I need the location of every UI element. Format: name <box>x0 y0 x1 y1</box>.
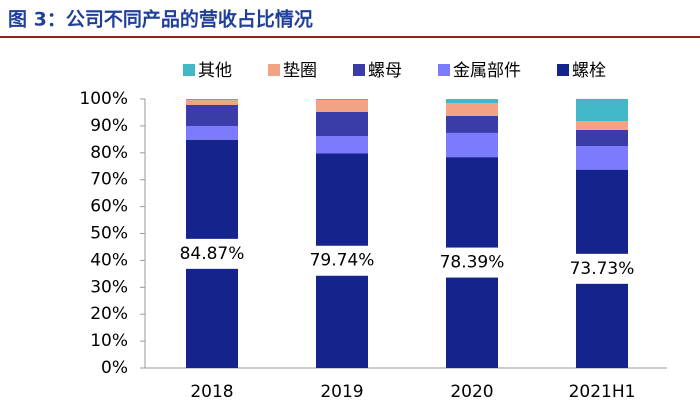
y-tick-label: 30% <box>90 277 128 297</box>
y-tick-label: 70% <box>90 170 128 190</box>
bar-segment <box>186 100 238 105</box>
label-box <box>172 238 252 269</box>
label-box <box>562 253 642 284</box>
y-tick-label: 20% <box>90 304 128 324</box>
y-tick-label: 40% <box>90 250 128 270</box>
y-tick-label: 50% <box>90 224 128 244</box>
x-tick-label: 2020 <box>450 382 493 402</box>
y-tick-label: 80% <box>90 143 128 163</box>
bar-segment <box>576 145 628 170</box>
y-tick-label: 10% <box>90 331 128 351</box>
bar-segment <box>316 99 368 100</box>
bar-segment <box>186 99 238 101</box>
legend-swatch <box>353 64 365 76</box>
y-tick-label: 100% <box>79 89 128 109</box>
y-tick-label: 0% <box>101 358 128 378</box>
bar-segment <box>576 120 628 130</box>
legend-swatch <box>438 64 450 76</box>
label-box <box>302 245 382 276</box>
bar-segment <box>446 132 498 158</box>
y-tick-label: 60% <box>90 197 128 217</box>
legend-label: 其他 <box>198 61 232 81</box>
legend-swatch <box>183 64 195 76</box>
chart-title: 图 3：公司不同产品的营收占比情况 <box>8 8 313 31</box>
bar-segment <box>446 103 498 116</box>
bar-segment <box>186 125 238 140</box>
legend-swatch <box>268 64 280 76</box>
legend-label: 垫圈 <box>283 61 317 81</box>
bar-segment <box>316 111 368 137</box>
legend-label: 金属部件 <box>453 61 521 81</box>
data-label: 78.39% <box>440 253 505 273</box>
bar-segment <box>576 129 628 146</box>
bar-segment <box>186 104 238 126</box>
bar-segment <box>316 136 368 154</box>
bar-segment <box>446 115 498 133</box>
legend-label: 螺栓 <box>572 61 606 81</box>
data-label: 84.87% <box>180 244 245 264</box>
bar-segment <box>446 99 498 104</box>
data-label: 73.73% <box>570 259 635 279</box>
data-label: 79.74% <box>310 251 375 271</box>
x-tick-label: 2021H1 <box>569 382 636 402</box>
label-box <box>432 247 512 278</box>
x-tick-label: 2018 <box>190 382 233 402</box>
bar-segment <box>316 99 368 112</box>
y-tick-label: 90% <box>90 116 128 136</box>
x-tick-label: 2019 <box>320 382 363 402</box>
legend-label: 螺母 <box>368 61 402 81</box>
legend-swatch <box>557 64 569 76</box>
bar-segment <box>576 98 628 121</box>
